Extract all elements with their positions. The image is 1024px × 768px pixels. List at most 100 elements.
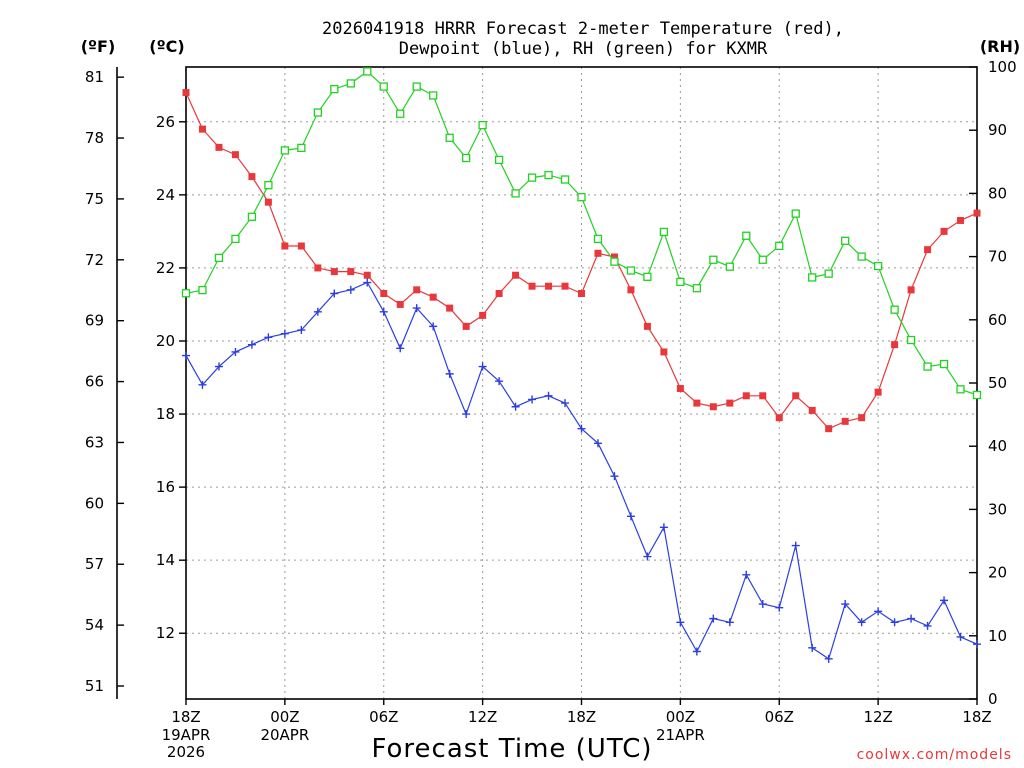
dewpoint-point [198, 380, 207, 389]
rh-point [742, 231, 751, 240]
dewpoint-point [956, 632, 965, 641]
x-tick-label: 00Z [270, 708, 299, 726]
dewpoint-point [808, 643, 817, 652]
dewpoint-point [742, 570, 751, 579]
temperature-point [660, 348, 668, 356]
rh-point [461, 153, 471, 163]
dewpoint-point [313, 307, 322, 316]
temperature-point [693, 399, 701, 407]
dewpoint-point [626, 512, 635, 521]
temperature-point [858, 414, 866, 422]
temperature-point [957, 216, 965, 224]
temperature-point [231, 151, 239, 159]
temperature-point [775, 414, 783, 422]
x-tick-label: 06Z [765, 708, 794, 726]
rh-point [841, 236, 850, 245]
rh-point [264, 181, 273, 190]
rh-point [313, 108, 322, 117]
rh-point [593, 234, 603, 244]
temperature-point [742, 392, 750, 400]
temperature-point [182, 89, 190, 97]
dewpoint-point [692, 647, 701, 656]
x-tick-year: 2026 [167, 743, 205, 761]
rh-point [709, 255, 718, 264]
temperature-point [479, 311, 487, 319]
dewpoint-point [247, 340, 256, 349]
chart-title-line2: Dewpoint (blue), RH (green) for KXMR [399, 39, 768, 59]
rh-point [412, 82, 421, 91]
rh-point [676, 277, 685, 287]
dewpoint-point [775, 603, 784, 612]
dewpoint-point [577, 424, 586, 433]
temperature-point [578, 289, 585, 297]
temperature-point [462, 322, 470, 330]
dewpoint-point [379, 307, 388, 316]
rh-point [939, 359, 949, 369]
rh-tick-label: 40 [988, 437, 1007, 455]
dewpoint-point [544, 391, 553, 400]
temperature-point [264, 198, 272, 206]
temperature-point [627, 286, 635, 294]
temperature-point [363, 271, 371, 279]
temperature-point [973, 209, 981, 217]
fahrenheit-tick-label: 81 [85, 68, 104, 86]
temperature-point [413, 286, 421, 294]
rh-tick-label: 0 [988, 690, 998, 708]
chart-title-line1: 2026041918 HRRR Forecast 2-meter Tempera… [322, 19, 844, 39]
plot-frame [185, 66, 978, 700]
temperature-point [281, 242, 289, 250]
rh-point [725, 262, 734, 271]
x-tick-date: 19APR [162, 726, 211, 744]
dewpoint-point [725, 618, 734, 627]
rh-point [478, 120, 487, 130]
temperature-point [561, 282, 569, 290]
dewpoint-point [280, 329, 289, 338]
temperature-point [808, 406, 816, 414]
temperature-point [512, 271, 520, 279]
rh-point [808, 273, 817, 282]
celsius-tick-label: 22 [156, 259, 175, 277]
rh-point [511, 189, 520, 198]
rh-point [906, 335, 916, 345]
rh-point [363, 67, 372, 76]
temperature-point [380, 289, 388, 297]
data-series [181, 67, 982, 663]
rh-tick-label: 50 [988, 374, 1007, 392]
temperature-point [643, 322, 651, 330]
fahrenheit-tick-label: 75 [85, 190, 104, 208]
temperature-point [841, 417, 849, 425]
x-tick-label: 12Z [468, 708, 497, 726]
x-axis-title: Forecast Time (UTC) [371, 734, 652, 764]
dewpoint-point [396, 344, 405, 353]
fahrenheit-tick-label: 78 [85, 129, 104, 147]
x-tick-date: 21APR [656, 726, 705, 744]
temperature-point [495, 289, 503, 297]
rh-point [890, 305, 899, 314]
dewpoint-point [462, 410, 471, 419]
rh-point [494, 155, 504, 165]
fahrenheit-tick-label: 69 [85, 312, 104, 330]
temperature-point [610, 253, 618, 261]
rh-point [824, 269, 833, 278]
rh-line [185, 70, 978, 396]
celsius-tick-label: 20 [156, 332, 175, 350]
rh-point [610, 257, 619, 266]
dewpoint-point [709, 614, 718, 623]
temperature-point [528, 282, 536, 290]
rh-point [247, 212, 257, 221]
rh-point [297, 143, 306, 153]
dewpoint-point [610, 472, 619, 481]
x-tick-label: 18Z [962, 708, 991, 726]
dewpoint-point [857, 618, 866, 627]
x-tick-label: 00Z [666, 708, 695, 726]
rh-point [346, 79, 355, 88]
temperature-point [396, 300, 404, 308]
rh-point [280, 146, 290, 155]
fahrenheit-tick-label: 51 [85, 677, 104, 695]
celsius-axis-unit: (ºC) [149, 37, 184, 56]
rh-point [659, 227, 669, 237]
rh-point [972, 390, 982, 400]
temperature-point [792, 392, 800, 400]
rh-axis-unit: (RH) [980, 37, 1020, 56]
